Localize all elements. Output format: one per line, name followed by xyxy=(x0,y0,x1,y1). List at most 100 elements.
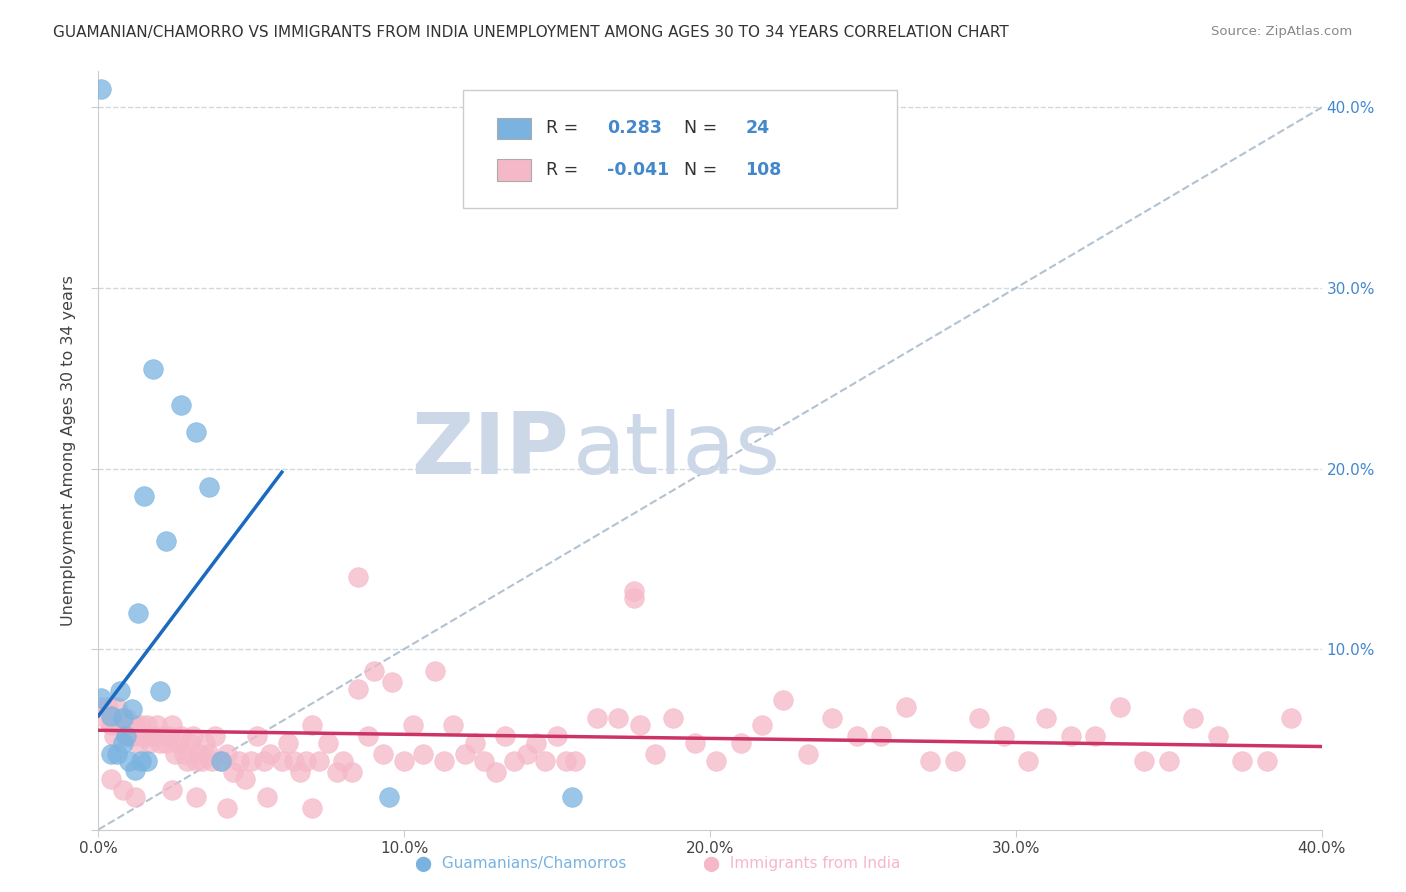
Point xyxy=(134,729,156,743)
Point xyxy=(209,754,232,768)
Point xyxy=(173,747,195,761)
Point xyxy=(347,570,370,584)
Point xyxy=(100,747,122,761)
Point xyxy=(290,764,312,779)
Point xyxy=(136,718,159,732)
Point xyxy=(149,736,172,750)
Point xyxy=(139,729,162,743)
Point xyxy=(772,692,794,706)
Point xyxy=(454,747,477,761)
Point xyxy=(118,754,141,768)
Point xyxy=(121,729,143,743)
Point xyxy=(1230,754,1253,768)
Point xyxy=(516,747,538,761)
Point xyxy=(1182,711,1205,725)
Point xyxy=(363,664,385,678)
Point xyxy=(503,754,526,768)
Point xyxy=(524,736,547,750)
Point xyxy=(412,747,434,761)
Text: N =: N = xyxy=(685,120,723,137)
Point xyxy=(920,754,942,768)
Point xyxy=(170,729,193,743)
Text: 24: 24 xyxy=(745,120,769,137)
Point xyxy=(623,591,645,606)
Point xyxy=(628,718,651,732)
Point xyxy=(167,736,190,750)
Point xyxy=(561,790,583,805)
Text: 0.283: 0.283 xyxy=(607,120,662,137)
Point xyxy=(93,711,115,725)
Point xyxy=(644,747,666,761)
Point xyxy=(259,747,281,761)
Point xyxy=(252,754,274,768)
Point xyxy=(534,754,557,768)
Point xyxy=(118,718,141,732)
Point xyxy=(197,747,219,761)
Point xyxy=(111,722,134,736)
Point xyxy=(233,772,256,786)
Point xyxy=(108,683,131,698)
Point xyxy=(1206,729,1229,743)
Point xyxy=(100,708,122,723)
Point xyxy=(683,736,706,750)
Point xyxy=(118,729,141,743)
Point xyxy=(256,790,278,805)
Point xyxy=(170,398,193,412)
Point xyxy=(127,606,149,620)
Point xyxy=(186,790,208,805)
Point xyxy=(1157,754,1180,768)
Text: ZIP: ZIP xyxy=(412,409,569,492)
Point xyxy=(90,82,112,96)
Point xyxy=(472,754,495,768)
Point xyxy=(586,711,609,725)
Point xyxy=(204,729,226,743)
Point xyxy=(301,718,323,732)
Text: R =: R = xyxy=(546,161,583,179)
Point xyxy=(993,729,1015,743)
Point xyxy=(326,764,349,779)
Point xyxy=(283,754,305,768)
Point xyxy=(111,711,134,725)
Point xyxy=(155,736,177,750)
Point xyxy=(332,754,354,768)
Point xyxy=(155,533,177,548)
Point xyxy=(108,711,131,725)
Point xyxy=(179,736,201,750)
Point xyxy=(127,736,149,750)
Point xyxy=(103,729,125,743)
Point xyxy=(111,782,134,797)
Point xyxy=(751,718,773,732)
Point xyxy=(105,699,128,714)
Point xyxy=(100,711,122,725)
Point xyxy=(301,801,323,815)
Point xyxy=(277,736,299,750)
Text: GUAMANIAN/CHAMORRO VS IMMIGRANTS FROM INDIA UNEMPLOYMENT AMONG AGES 30 TO 34 YEA: GUAMANIAN/CHAMORRO VS IMMIGRANTS FROM IN… xyxy=(53,25,1010,40)
Point xyxy=(215,801,238,815)
Point xyxy=(111,718,134,732)
Point xyxy=(423,664,446,678)
Point xyxy=(136,754,159,768)
Point xyxy=(623,584,645,599)
Point xyxy=(270,754,292,768)
Point xyxy=(564,754,586,768)
Text: ⬤  Immigrants from India: ⬤ Immigrants from India xyxy=(703,856,900,872)
Text: Source: ZipAtlas.com: Source: ZipAtlas.com xyxy=(1212,25,1353,38)
FancyBboxPatch shape xyxy=(463,90,897,208)
Point xyxy=(894,699,917,714)
Point xyxy=(115,729,138,743)
Point xyxy=(124,763,146,777)
Point xyxy=(100,772,122,786)
Bar xyxy=(498,160,531,180)
Point xyxy=(90,699,112,714)
Point xyxy=(967,711,990,725)
Point xyxy=(347,681,370,696)
Point xyxy=(870,729,893,743)
Point xyxy=(97,699,120,714)
Point xyxy=(1133,754,1156,768)
Point xyxy=(139,736,162,750)
Text: N =: N = xyxy=(685,161,723,179)
Point xyxy=(149,683,172,698)
Point xyxy=(1084,729,1107,743)
Point xyxy=(134,489,156,503)
Point xyxy=(100,718,122,732)
